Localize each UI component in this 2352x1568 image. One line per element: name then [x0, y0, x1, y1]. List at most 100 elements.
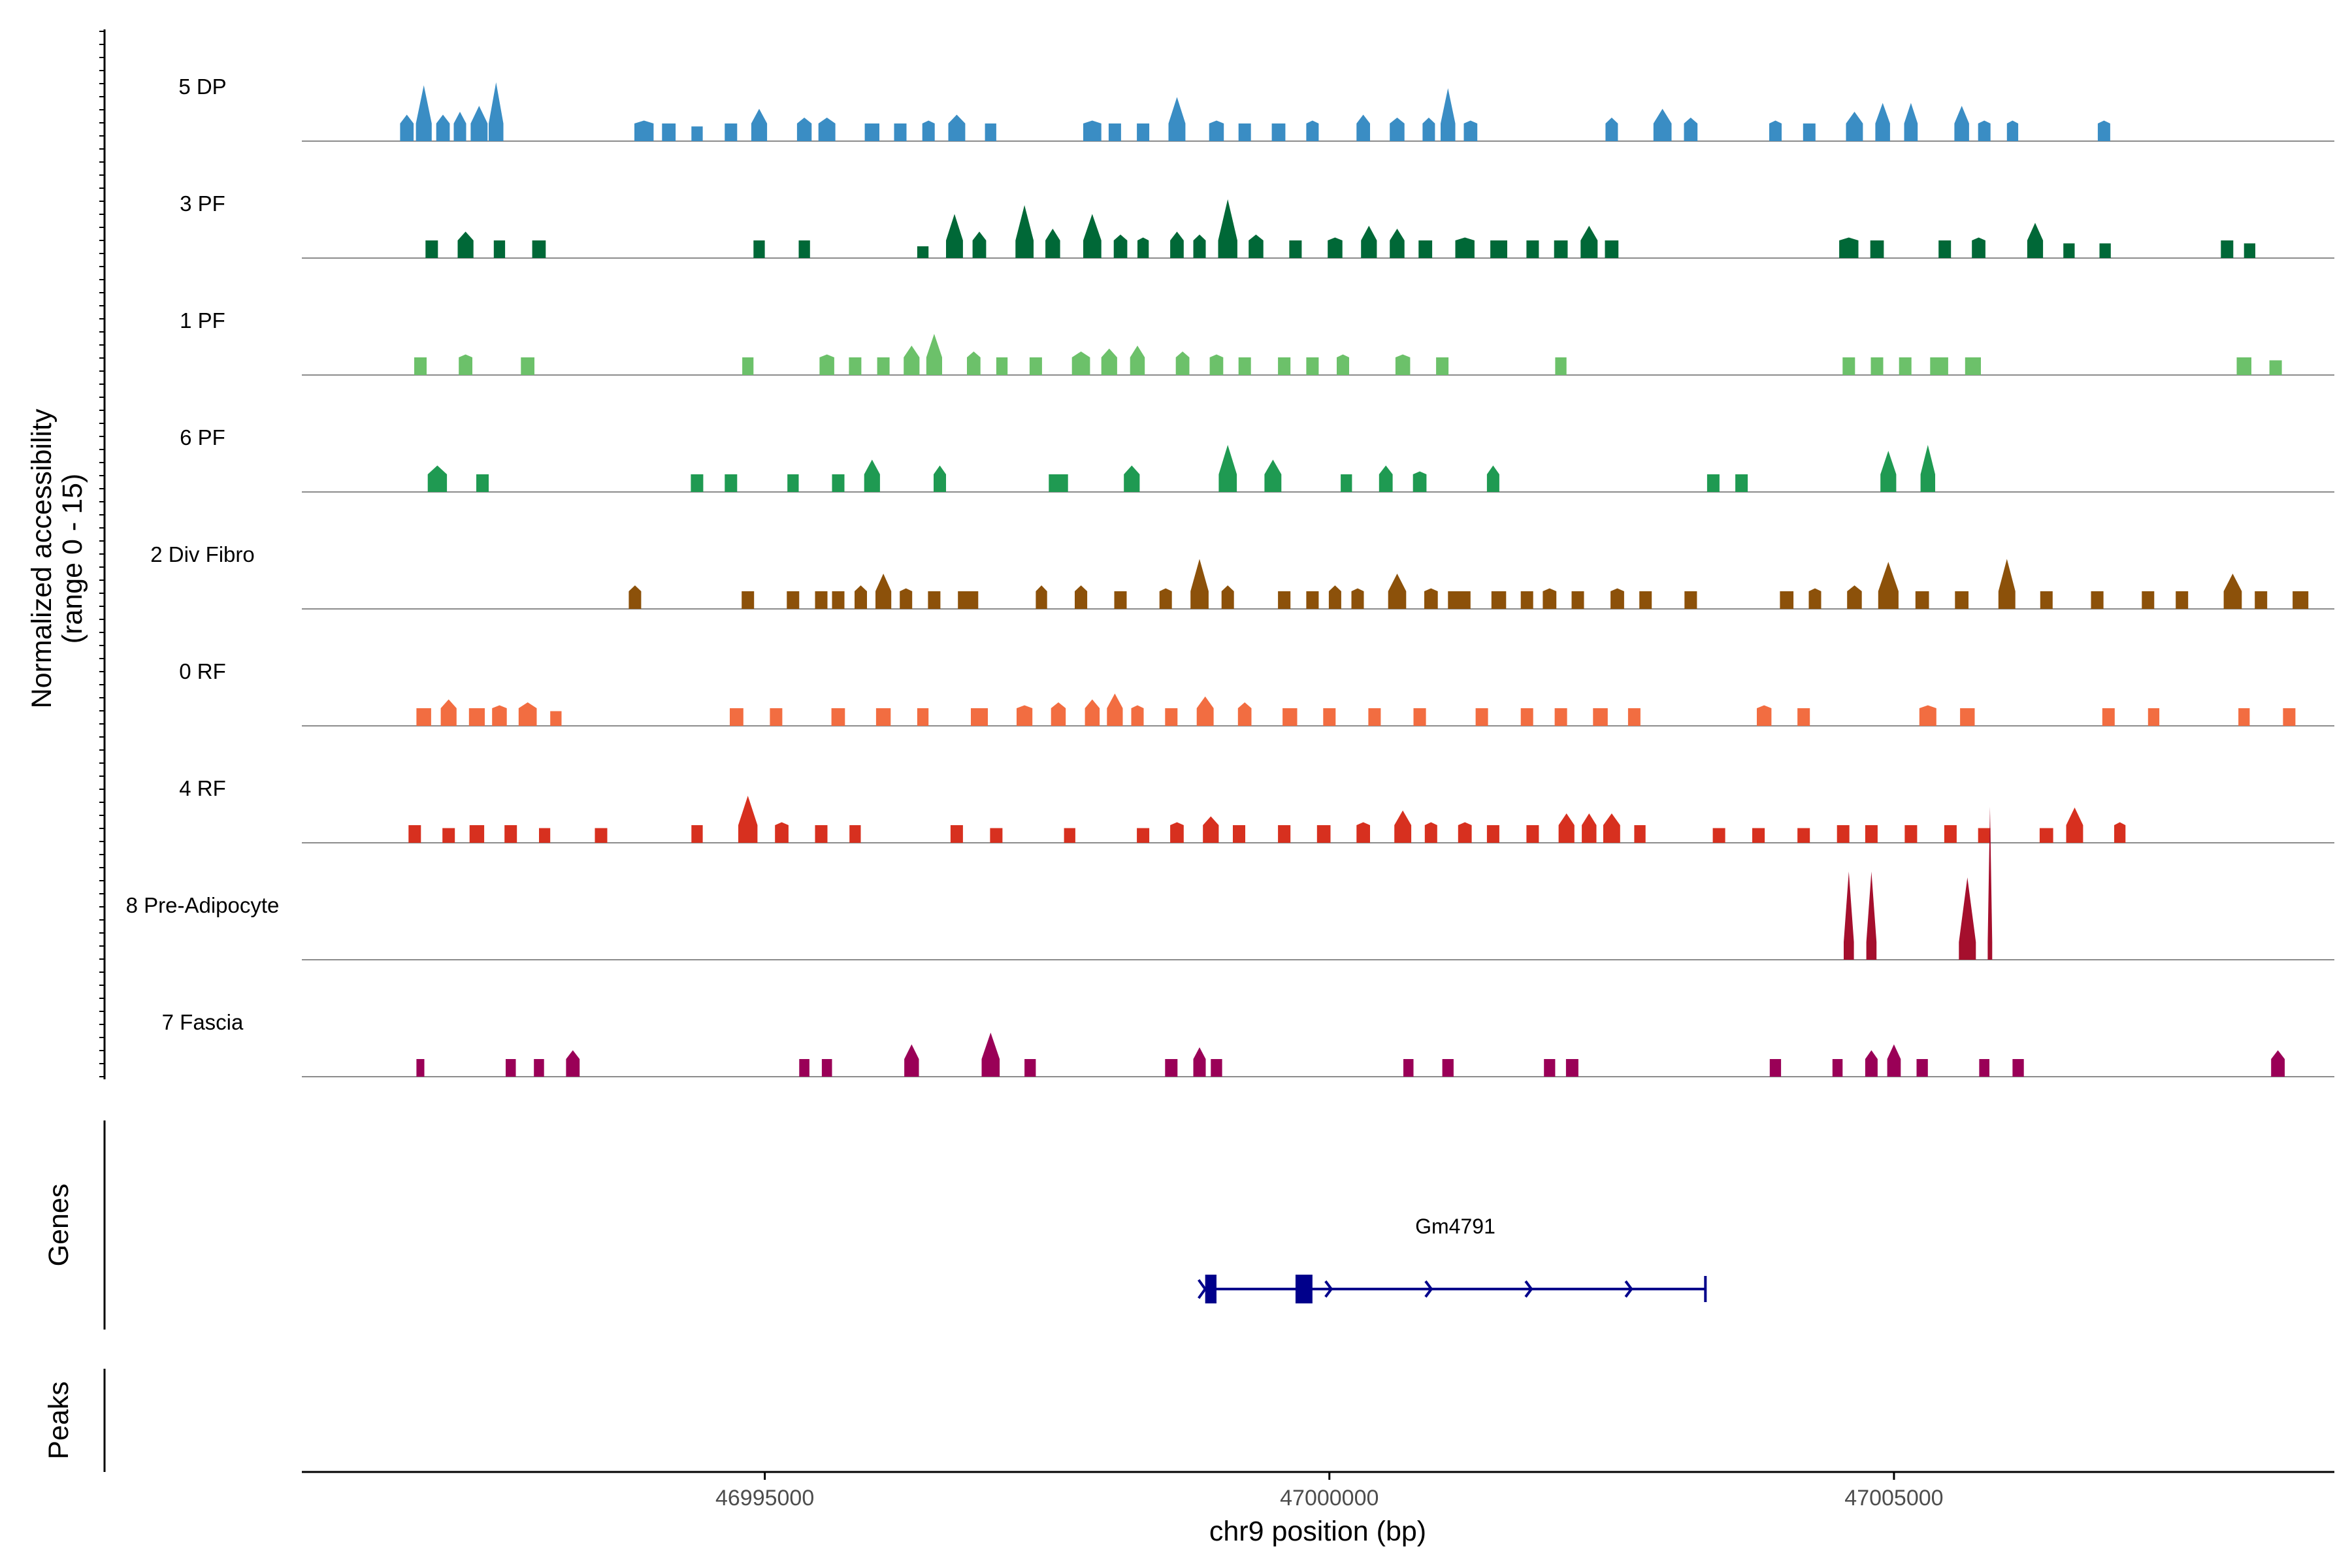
coverage-peak [1282, 708, 1298, 726]
coverage-peak [1887, 1044, 1901, 1077]
coverage-peak [917, 708, 929, 726]
coverage-peak [1571, 591, 1584, 609]
coverage-peak [634, 120, 654, 141]
coverage-peak [662, 123, 676, 141]
track-label: 3 PF [180, 191, 225, 216]
coverage-peak [1071, 351, 1090, 375]
coverage-peak [1684, 118, 1698, 141]
coverage-peak [1075, 585, 1088, 609]
coverage-peak [1448, 591, 1471, 609]
coverage-peak [1919, 705, 1936, 726]
coverage-peak [1972, 237, 1985, 258]
coverage-peak [1526, 240, 1539, 258]
coverage-peak [1085, 699, 1100, 726]
coverage-peak [1436, 357, 1449, 375]
coverage-peak [787, 591, 800, 609]
coverage-peak [1582, 813, 1597, 843]
coverage-peak [1978, 828, 1991, 843]
coverage-peak [1735, 474, 1748, 492]
coverage-peak [849, 825, 861, 843]
coverage-peak [996, 357, 1008, 375]
coverage-peak [1131, 705, 1144, 726]
gene-name-label: Gm4791 [1415, 1215, 1495, 1238]
coverage-peak [877, 357, 890, 375]
track-label: 2 Div Fibro [150, 542, 255, 566]
coverage-peak [1870, 240, 1884, 258]
coverage-peak [1603, 813, 1620, 843]
gene-start-arrow [1198, 1279, 1207, 1299]
coverage-peak [1271, 123, 1286, 141]
coverage-peak [1064, 828, 1075, 843]
track-6 [302, 796, 2334, 843]
gene-model [1198, 1275, 1707, 1303]
coverage-peak [2102, 708, 2115, 726]
coverage-peak [917, 246, 929, 258]
peaks-panel-label: Peaks [43, 1381, 74, 1460]
coverage-peak [738, 796, 758, 843]
coverage-peak [1203, 816, 1219, 843]
coverage-peak [1769, 120, 1782, 141]
coverage-peak [1390, 229, 1405, 258]
coverage-peak [1455, 237, 1475, 258]
strand-arrow [1324, 1280, 1333, 1298]
coverage-peak [1954, 106, 1969, 141]
coverage-peak [832, 474, 845, 492]
coverage-peak [2027, 223, 2044, 258]
coverage-peak [414, 357, 427, 375]
coverage-peak [1712, 828, 1725, 843]
coverage-peak [742, 357, 754, 375]
coverage-peak [1554, 240, 1568, 258]
track-label: 5 DP [178, 74, 226, 99]
coverage-peak [2012, 1059, 2024, 1077]
coverage-peak [1316, 825, 1331, 843]
coverage-peak [1803, 123, 1816, 141]
track-label: 1 PF [180, 308, 225, 333]
coverage-peak [725, 123, 738, 141]
coverage-peak [1209, 120, 1224, 141]
coverage-peak [753, 240, 765, 258]
coverage-peak [1580, 225, 1598, 258]
coverage-peak [595, 828, 608, 843]
accessibility-axis-ticks [99, 31, 105, 1077]
coverage-peak [1238, 123, 1251, 141]
x-tick-label: 46995000 [715, 1486, 814, 1511]
coverage-peak [492, 705, 507, 726]
coverage-peak [1752, 828, 1765, 843]
coverage-peak [2271, 1050, 2285, 1077]
coverage-peak [1170, 822, 1184, 843]
coverage-peak [1356, 114, 1370, 141]
coverage-peak [1424, 588, 1438, 609]
coverage-peak [1960, 708, 1975, 726]
coverage-peak [2006, 120, 2019, 141]
coverage-peak [1289, 240, 1302, 258]
coverage-peak [1137, 237, 1149, 258]
gene-exon [1205, 1275, 1217, 1303]
coverage-peak [2091, 591, 2104, 609]
coverage-peak [798, 240, 810, 258]
coverage-peak [2142, 591, 2155, 609]
coverage-peak [1051, 702, 1066, 726]
coverage-peak [1083, 214, 1102, 258]
coverage-peak [1458, 822, 1472, 843]
coverage-peak [1442, 1059, 1454, 1077]
coverage-peak [1029, 357, 1042, 375]
track-5 [302, 693, 2334, 727]
coverage-peak [875, 574, 892, 609]
track-4 [302, 559, 2334, 610]
coverage-peak [1165, 1059, 1178, 1077]
coverage-peak [1114, 591, 1127, 609]
coverage-peak [1418, 240, 1433, 258]
coverage-peak [436, 114, 450, 141]
coverage-peak [1634, 825, 1646, 843]
coverage-peak [400, 114, 414, 141]
coverage-peak [1544, 1059, 1556, 1077]
coverage-peak [1938, 240, 1952, 258]
coverage-peak [1306, 357, 1319, 375]
coverage-peak [2040, 591, 2053, 609]
coverage-peak [1558, 813, 1575, 843]
track-1 [302, 199, 2334, 259]
coverage-peak [1165, 708, 1178, 726]
coverage-peak [629, 585, 642, 609]
coverage-peak [1520, 708, 1533, 726]
coverage-peak [815, 591, 828, 609]
